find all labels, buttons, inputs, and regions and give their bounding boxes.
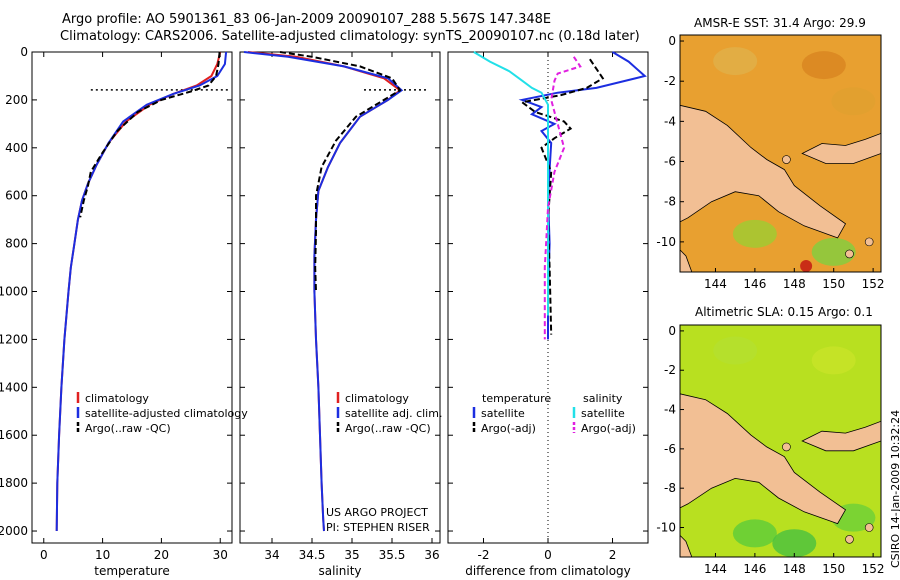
map-y-tick-label: -8: [664, 195, 676, 209]
land-new-guinea: [679, 104, 847, 239]
island: [782, 442, 791, 452]
field-patch: [713, 336, 758, 365]
field-patch: [800, 259, 813, 272]
sst-map-title: AMSR-E SST: 31.4 Argo: 29.9: [694, 16, 866, 30]
field-patch: [811, 237, 856, 266]
x-tick-label: -2: [477, 548, 489, 562]
series-line: [55, 51, 228, 532]
sla-map: [679, 324, 882, 558]
series-line: [473, 51, 549, 316]
map-y-tick-label: -4: [664, 403, 676, 417]
y-tick-label: 200: [5, 93, 28, 107]
field-patch: [772, 529, 817, 558]
legend-entry: satellite-adjusted climatology: [85, 407, 248, 420]
map-y-tick-label: -6: [664, 155, 676, 169]
island: [864, 523, 874, 532]
x-tick-label: 0: [544, 548, 552, 562]
map-x-tick-label: 150: [822, 277, 845, 291]
x-tick-label: 2: [609, 548, 617, 562]
plot-frame-salinity: [239, 51, 441, 544]
legend-entry: satellite adj. clim.: [345, 407, 442, 420]
island: [845, 535, 854, 544]
project-annotation: PI: STEPHEN RISER: [326, 521, 430, 534]
field-patch: [811, 346, 856, 375]
x-axis-label: salinity: [318, 564, 361, 578]
legend-entry: Argo(..raw -QC): [345, 422, 431, 435]
field-patch: [713, 47, 758, 76]
x-tick-label: 34: [264, 548, 279, 562]
x-tick-label: 20: [154, 548, 169, 562]
y-tick-label: 0: [20, 45, 28, 59]
y-tick-label: 1200: [0, 332, 28, 346]
land-new-guinea: [679, 393, 847, 525]
island: [845, 249, 854, 259]
sst-map: [679, 34, 882, 273]
map-y-tick-label: -8: [664, 481, 676, 495]
legend-entry: satellite: [581, 407, 625, 420]
legend-entry: climatology: [85, 392, 149, 405]
island: [864, 237, 874, 247]
field-patch: [732, 519, 777, 548]
y-tick-label: 2000: [0, 524, 28, 538]
series-line: [543, 56, 582, 340]
island: [782, 155, 791, 164]
legend-heading: salinity: [583, 392, 623, 405]
map-y-tick-label: -10: [656, 235, 676, 249]
field-patch: [732, 219, 777, 248]
legend-entry: Argo(-adj): [581, 422, 636, 435]
map-y-tick-label: -6: [664, 442, 676, 456]
legend-entry: climatology: [345, 392, 409, 405]
y-tick-label: 600: [5, 189, 28, 203]
legend-heading: temperature: [482, 392, 551, 405]
series-line: [279, 51, 402, 292]
x-tick-label: 35.5: [379, 548, 406, 562]
map-x-tick-label: 146: [743, 562, 766, 576]
legend-entry: satellite: [481, 407, 525, 420]
map-frame: [679, 34, 882, 273]
map-x-tick-label: 144: [704, 277, 727, 291]
map-x-tick-label: 152: [862, 562, 885, 576]
series-line: [243, 51, 404, 532]
y-tick-label: 1400: [0, 380, 28, 394]
y-tick-label: 1000: [0, 285, 28, 299]
map-x-tick-label: 144: [704, 562, 727, 576]
map-y-tick-label: 0: [668, 34, 676, 48]
y-tick-label: 800: [5, 237, 28, 251]
map-y-tick-label: -10: [656, 521, 676, 535]
map-x-tick-label: 148: [783, 277, 806, 291]
chart-title-line2: Climatology: CARS2006. Satellite-adjuste…: [60, 29, 640, 44]
map-x-tick-label: 146: [743, 277, 766, 291]
plot-frame-temperature: [31, 51, 233, 544]
project-annotation: US ARGO PROJECT: [326, 506, 428, 519]
sla-map-title: Altimetric SLA: 0.15 Argo: 0.1: [695, 305, 873, 319]
x-axis-label: temperature: [94, 564, 169, 578]
map-y-tick-label: -2: [664, 74, 676, 88]
series-line: [79, 51, 221, 218]
x-tick-label: 34.5: [299, 548, 326, 562]
x-tick-label: 30: [213, 548, 228, 562]
map-y-tick-label: -2: [664, 363, 676, 377]
x-tick-label: 10: [95, 548, 110, 562]
map-x-tick-label: 152: [862, 277, 885, 291]
x-tick-label: 35: [344, 548, 359, 562]
map-y-tick-label: 0: [668, 324, 676, 338]
y-tick-label: 1600: [0, 428, 28, 442]
x-tick-label: 36: [424, 548, 439, 562]
map-x-tick-label: 148: [783, 562, 806, 576]
field-patch: [831, 87, 876, 116]
legend-entry: Argo(..raw -QC): [85, 422, 171, 435]
y-tick-label: 400: [5, 141, 28, 155]
chart-title-line1: Argo profile: AO 5901361_83 06-Jan-2009 …: [62, 12, 552, 27]
y-tick-label: 1800: [0, 476, 28, 490]
x-axis-label: difference from climatology: [465, 564, 631, 578]
map-y-tick-label: -4: [664, 114, 676, 128]
field-patch: [801, 51, 846, 80]
legend-entry: Argo(-adj): [481, 422, 536, 435]
x-tick-label: 0: [40, 548, 48, 562]
map-frame: [679, 324, 882, 558]
map-x-tick-label: 150: [822, 562, 845, 576]
